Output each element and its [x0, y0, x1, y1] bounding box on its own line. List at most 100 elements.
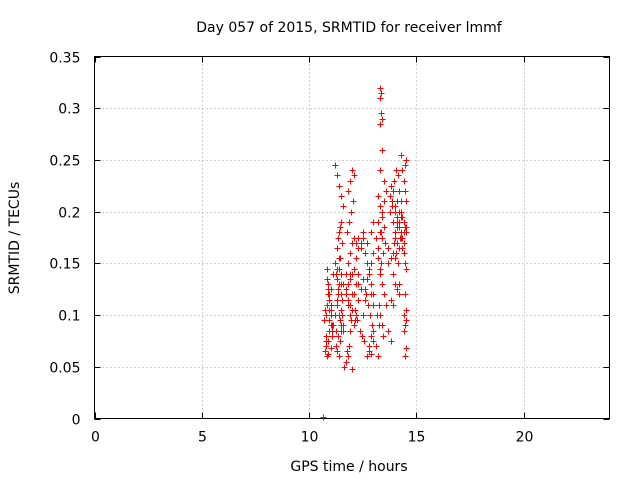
data-point — [373, 343, 380, 350]
data-point — [364, 353, 371, 360]
data-point — [402, 188, 409, 195]
data-point — [333, 343, 340, 350]
data-point — [352, 317, 359, 324]
data-point — [328, 345, 335, 352]
x-tick-label: 0 — [91, 430, 100, 446]
data-point — [362, 250, 369, 257]
data-point — [375, 219, 382, 226]
data-point — [343, 359, 350, 366]
data-point — [325, 286, 332, 293]
data-point — [382, 240, 389, 247]
data-point — [401, 250, 408, 257]
data-point — [334, 172, 341, 179]
data-point — [403, 266, 410, 273]
data-point — [361, 338, 368, 345]
y-tick-label: 0.25 — [49, 154, 80, 170]
data-point — [345, 260, 352, 267]
data-point — [351, 322, 358, 329]
data-point — [403, 224, 410, 231]
data-point — [399, 235, 406, 242]
data-point — [389, 198, 396, 205]
data-point — [370, 328, 377, 335]
y-tick-label: 0.1 — [58, 309, 80, 325]
data-point — [368, 260, 375, 267]
data-point — [340, 322, 347, 329]
y-tick-label: 0.05 — [49, 361, 80, 377]
data-point — [347, 312, 354, 319]
data-point — [329, 333, 336, 340]
data-point — [335, 333, 342, 340]
data-point — [381, 224, 388, 231]
data-point — [324, 266, 331, 273]
data-point — [337, 224, 344, 231]
data-point — [320, 414, 327, 421]
grid — [94, 56, 610, 419]
data-point — [336, 255, 343, 262]
data-point — [378, 260, 385, 267]
data-point — [377, 95, 384, 102]
data-point — [402, 260, 409, 267]
data-point — [355, 235, 362, 242]
data-point — [398, 152, 405, 159]
data-point — [336, 229, 343, 236]
data-point — [344, 348, 351, 355]
data-point — [402, 162, 409, 169]
data-point — [349, 167, 356, 174]
data-point — [383, 302, 390, 309]
data-point — [338, 328, 345, 335]
data-point — [396, 291, 403, 298]
data-point — [368, 351, 375, 358]
data-point — [377, 167, 384, 174]
data-point — [378, 90, 385, 97]
data-point — [338, 193, 345, 200]
data-point — [401, 312, 408, 319]
data-point — [403, 317, 410, 324]
data-point — [396, 224, 403, 231]
data-point — [387, 193, 394, 200]
data-point — [353, 240, 360, 247]
data-points — [320, 85, 410, 421]
data-point — [325, 351, 332, 358]
data-point — [344, 229, 351, 236]
data-point — [379, 281, 386, 288]
data-point — [353, 255, 360, 262]
data-point — [402, 353, 409, 360]
data-point — [396, 188, 403, 195]
data-point — [401, 219, 408, 226]
data-point — [337, 338, 344, 345]
data-point — [381, 291, 388, 298]
data-point — [359, 333, 366, 340]
data-point — [375, 255, 382, 262]
data-point — [370, 302, 377, 309]
data-point — [334, 266, 341, 273]
y-tick-label: 0.15 — [49, 257, 80, 273]
data-point — [385, 328, 392, 335]
data-point — [338, 219, 345, 226]
data-point — [326, 317, 333, 324]
ticks — [94, 56, 610, 420]
x-tick-labels: 0 5 10 15 20 — [91, 430, 533, 446]
data-point — [347, 328, 354, 335]
data-point — [390, 302, 397, 309]
data-point — [387, 209, 394, 216]
data-point — [347, 250, 354, 257]
data-point — [348, 209, 355, 216]
data-point — [390, 250, 397, 257]
data-point — [345, 188, 352, 195]
data-point — [362, 286, 369, 293]
data-point — [383, 188, 390, 195]
data-point — [399, 167, 406, 174]
data-point — [324, 276, 331, 283]
data-point — [368, 229, 375, 236]
data-point — [399, 214, 406, 221]
data-point — [394, 286, 401, 293]
data-point — [392, 229, 399, 236]
data-point — [322, 348, 329, 355]
data-point — [403, 307, 410, 314]
data-point — [368, 291, 375, 298]
data-point — [345, 297, 352, 304]
data-point — [378, 229, 385, 236]
data-point — [351, 172, 358, 179]
data-point — [339, 240, 346, 247]
data-point — [398, 209, 405, 216]
